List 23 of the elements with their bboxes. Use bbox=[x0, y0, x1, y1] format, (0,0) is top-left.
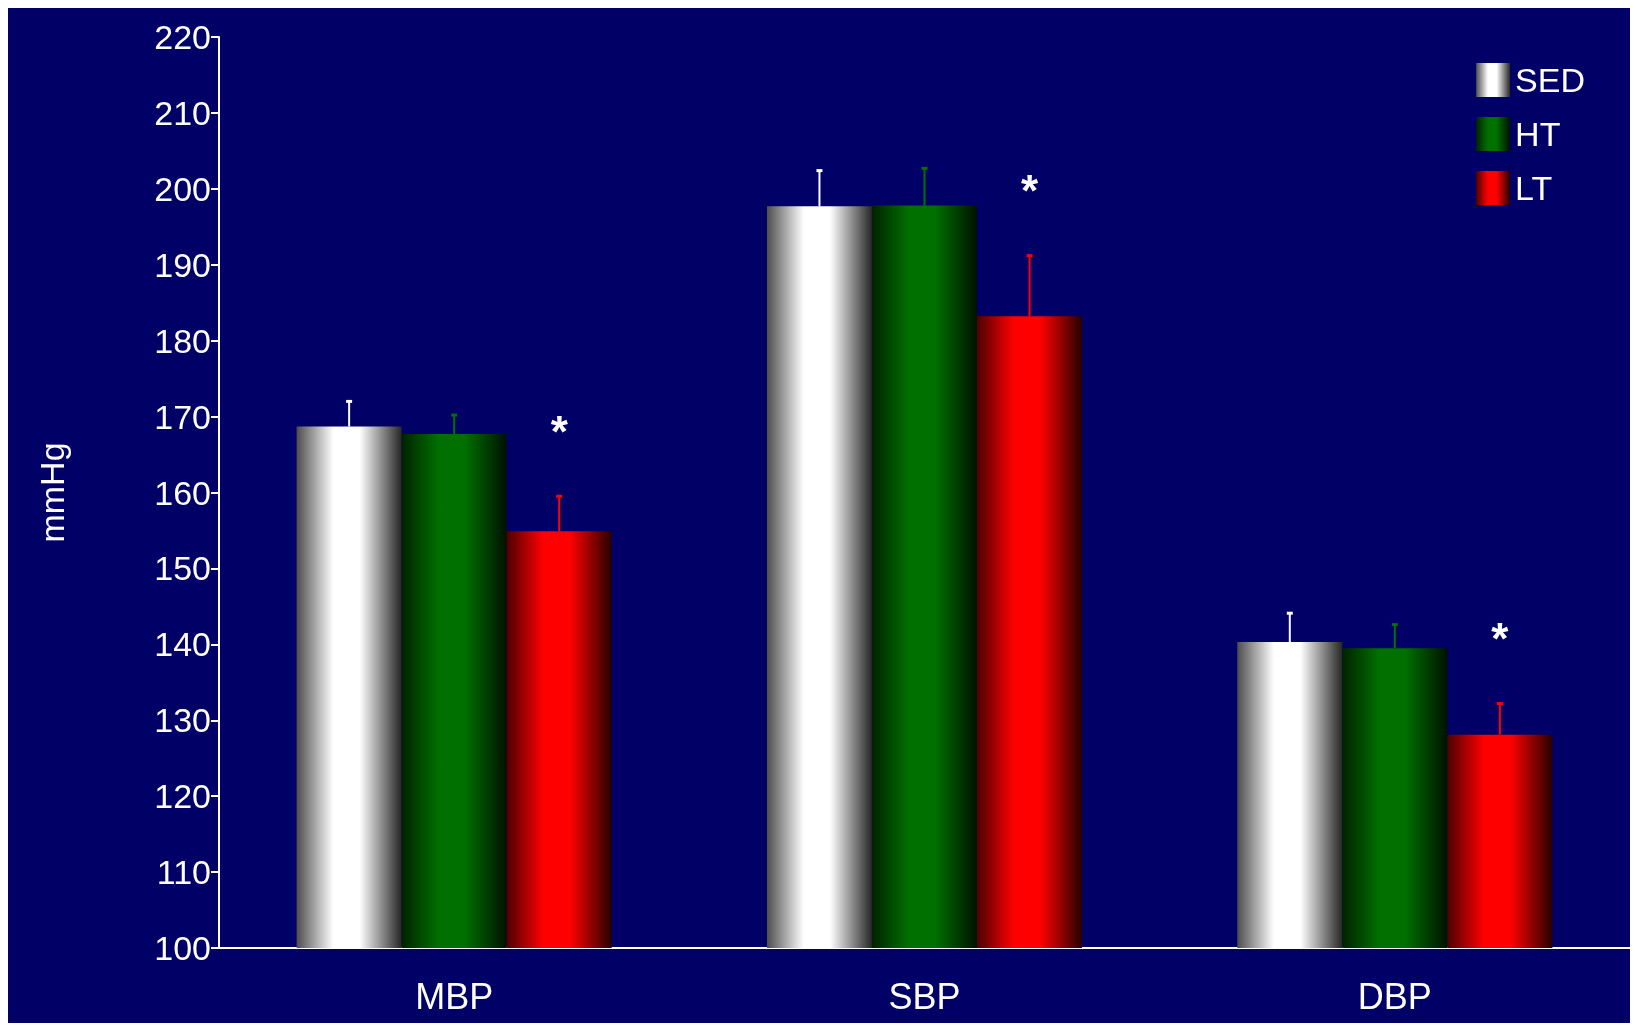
legend-label: LT bbox=[1515, 169, 1553, 207]
y-tick-label: 100 bbox=[154, 929, 211, 967]
y-tick-label: 140 bbox=[154, 625, 211, 664]
y-tick-label: 130 bbox=[154, 701, 211, 740]
annotation: * bbox=[1491, 614, 1510, 664]
x-tick-label: SBP bbox=[888, 975, 961, 1017]
y-tick-label: 170 bbox=[154, 397, 211, 436]
y-tick-label: 160 bbox=[154, 473, 211, 512]
y-tick-label: 210 bbox=[154, 93, 211, 132]
x-tick-label: DBP bbox=[1357, 975, 1432, 1017]
y-tick-label: 150 bbox=[154, 549, 211, 588]
x-tick-label: MBP bbox=[415, 975, 494, 1017]
legend-label: SED bbox=[1515, 61, 1586, 99]
y-tick-label: 120 bbox=[154, 777, 211, 816]
annotation: * bbox=[550, 406, 569, 456]
y-tick-label: 110 bbox=[156, 853, 211, 892]
y-tick-label: 200 bbox=[154, 169, 211, 208]
y-tick-label: 180 bbox=[154, 321, 211, 360]
legend-label: HT bbox=[1515, 115, 1561, 153]
annotation: * bbox=[1020, 166, 1039, 216]
y-tick-label: 220 bbox=[154, 18, 211, 56]
y-axis-title: mmHg bbox=[33, 442, 71, 543]
y-tick-label: 190 bbox=[154, 245, 211, 284]
